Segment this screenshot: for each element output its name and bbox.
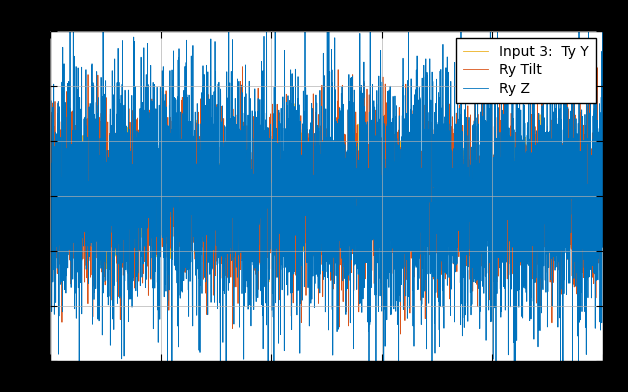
Input 3:  Ty Y: (2.2e+03, 0.842): Ty Y: (2.2e+03, 0.842) bbox=[290, 101, 298, 106]
Ry Tilt bbox=[501, 168, 509, 173]
Legend: Input 3:  Ty Y, Ry Tilt, Ry Z: Input 3: Ty Y, Ry Tilt, Ry Z bbox=[456, 38, 596, 103]
Ry Tilt bbox=[397, 332, 404, 336]
Ry Tilt bbox=[257, 258, 265, 262]
Ry Z bbox=[46, 164, 54, 169]
Ry Z bbox=[257, 59, 265, 64]
Ry Z bbox=[378, 309, 386, 314]
Input 3:  Ty Y: (0, -0.165): Ty Y: (0, -0.165) bbox=[46, 212, 54, 216]
Ry Z bbox=[75, 389, 83, 392]
Ry Tilt bbox=[406, 285, 414, 289]
Line: Ry Tilt: Ry Tilt bbox=[50, 67, 603, 334]
Ry Z bbox=[147, 63, 154, 68]
Input 3:  Ty Y: (3.25e+03, 0.362): Ty Y: (3.25e+03, 0.362) bbox=[406, 154, 414, 159]
Input 3:  Ty Y: (3.73e+03, 0.277): Ty Y: (3.73e+03, 0.277) bbox=[459, 163, 467, 168]
Ry Z bbox=[501, 100, 509, 104]
Input 3:  Ty Y: (1.91e+03, -0.000486): Ty Y: (1.91e+03, -0.000486) bbox=[257, 194, 265, 198]
Ry Z bbox=[599, 245, 607, 250]
Ry Tilt bbox=[239, 64, 246, 69]
Ry Z bbox=[459, 316, 467, 320]
Line: Ry Z: Ry Z bbox=[50, 0, 603, 392]
Input 3:  Ty Y: (3e+03, -0.161): Ty Y: (3e+03, -0.161) bbox=[378, 211, 386, 216]
Ry Tilt bbox=[147, 162, 154, 166]
Input 3:  Ty Y: (908, 0.193): Ty Y: (908, 0.193) bbox=[147, 172, 154, 177]
Input 3:  Ty Y: (4.11e+03, -0.175): Ty Y: (4.11e+03, -0.175) bbox=[501, 213, 509, 218]
Ry Z bbox=[406, 130, 414, 134]
Ry Tilt bbox=[459, 123, 467, 128]
Ry Tilt bbox=[599, 187, 607, 192]
Ry Tilt bbox=[46, 183, 54, 188]
Ry Tilt bbox=[378, 223, 386, 228]
Input 3:  Ty Y: (5e+03, -0.192): Ty Y: (5e+03, -0.192) bbox=[599, 215, 607, 220]
Input 3:  Ty Y: (1.98e+03, -0.783): Ty Y: (1.98e+03, -0.783) bbox=[265, 279, 273, 284]
Line: Input 3:  Ty Y: Input 3: Ty Y bbox=[50, 103, 603, 282]
